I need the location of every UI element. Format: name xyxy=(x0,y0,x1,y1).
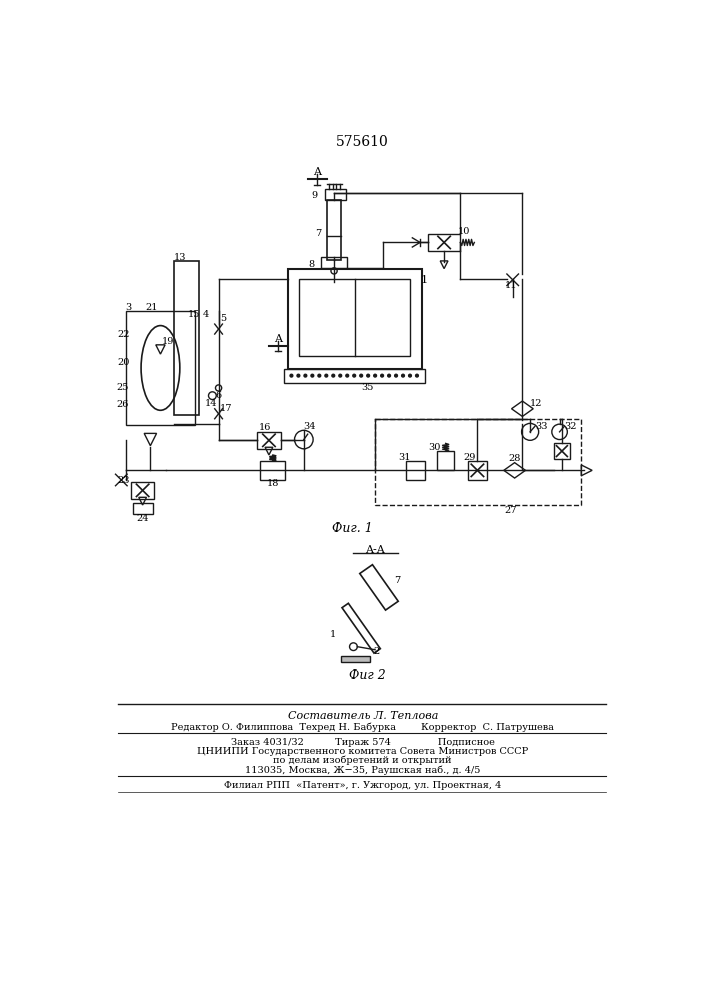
Text: ЦНИИПИ Государственного комитета Совета Министров СССР: ЦНИИПИ Государственного комитета Совета … xyxy=(197,747,528,756)
Text: 30: 30 xyxy=(428,443,441,452)
Bar xyxy=(437,451,454,470)
Text: 7: 7 xyxy=(394,576,400,585)
Bar xyxy=(468,461,486,480)
Text: 23: 23 xyxy=(117,476,129,485)
Text: A-A: A-A xyxy=(366,545,385,555)
Circle shape xyxy=(360,374,363,377)
Text: 7: 7 xyxy=(315,229,321,238)
Bar xyxy=(327,200,341,260)
Text: 19: 19 xyxy=(162,337,175,346)
Circle shape xyxy=(339,374,341,377)
Bar xyxy=(174,261,199,415)
Text: 14: 14 xyxy=(204,399,217,408)
Polygon shape xyxy=(360,565,398,610)
Text: 31: 31 xyxy=(398,453,411,462)
Text: 20: 20 xyxy=(118,358,130,367)
Bar xyxy=(325,189,346,200)
Text: Составитель Л. Теплова: Составитель Л. Теплова xyxy=(288,711,438,721)
Text: 6: 6 xyxy=(216,391,221,400)
Circle shape xyxy=(402,374,404,377)
Text: 24: 24 xyxy=(136,514,149,523)
Circle shape xyxy=(297,374,300,377)
Text: 15: 15 xyxy=(187,310,200,319)
Text: 1: 1 xyxy=(330,630,337,639)
Circle shape xyxy=(290,374,293,377)
Text: Редактор О. Филиппова  Техред Н. Бабурка        Корректор  С. Патрушева: Редактор О. Филиппова Техред Н. Бабурка … xyxy=(171,722,554,732)
Text: 22: 22 xyxy=(118,330,130,339)
Polygon shape xyxy=(342,603,380,653)
Bar xyxy=(131,482,154,499)
Circle shape xyxy=(387,374,390,377)
Bar xyxy=(126,311,195,425)
Text: 27: 27 xyxy=(505,506,517,515)
Text: 1: 1 xyxy=(421,275,428,285)
Text: 575610: 575610 xyxy=(337,135,389,149)
Text: 28: 28 xyxy=(508,454,521,463)
Text: 8: 8 xyxy=(308,260,315,269)
Text: 13: 13 xyxy=(174,253,186,262)
Text: 9: 9 xyxy=(312,191,317,200)
Bar xyxy=(257,432,281,449)
Text: 12: 12 xyxy=(530,399,542,408)
Bar xyxy=(288,269,422,369)
Text: 10: 10 xyxy=(458,227,470,236)
Text: 11: 11 xyxy=(505,281,517,290)
Bar xyxy=(554,443,570,459)
Bar xyxy=(260,461,285,480)
Bar xyxy=(299,279,410,356)
Text: Фиг. 1: Фиг. 1 xyxy=(332,522,373,535)
Circle shape xyxy=(311,374,314,377)
Circle shape xyxy=(395,374,397,377)
Circle shape xyxy=(374,374,377,377)
Bar xyxy=(132,503,153,514)
Circle shape xyxy=(416,374,419,377)
Circle shape xyxy=(332,374,334,377)
Circle shape xyxy=(318,374,321,377)
Text: 18: 18 xyxy=(267,479,279,488)
Bar xyxy=(375,419,580,505)
Bar xyxy=(341,656,370,662)
Text: A: A xyxy=(274,334,282,344)
Text: по делам изобретений и открытий: по делам изобретений и открытий xyxy=(274,756,452,765)
Text: 33: 33 xyxy=(535,422,548,431)
Bar xyxy=(406,461,425,480)
Text: 17: 17 xyxy=(220,404,233,413)
Text: 16: 16 xyxy=(259,424,271,432)
Circle shape xyxy=(353,374,356,377)
Bar xyxy=(428,234,460,251)
Text: 25: 25 xyxy=(116,383,129,392)
Text: 113035, Москва, Ж−35, Раушская наб., д. 4/5: 113035, Москва, Ж−35, Раушская наб., д. … xyxy=(245,765,481,775)
Text: 3: 3 xyxy=(126,303,132,312)
Text: Филиал РПП  «Патент», г. Ужгород, ул. Проектная, 4: Филиал РПП «Патент», г. Ужгород, ул. Про… xyxy=(224,781,501,790)
Circle shape xyxy=(325,374,328,377)
Bar xyxy=(284,369,425,383)
Text: A: A xyxy=(313,167,321,177)
Text: Заказ 4031/32          Тираж 574               Подписное: Заказ 4031/32 Тираж 574 Подписное xyxy=(230,738,495,747)
Text: 5: 5 xyxy=(220,314,226,323)
Text: Фиг 2: Фиг 2 xyxy=(349,669,386,682)
Text: 34: 34 xyxy=(303,422,315,431)
Text: 21: 21 xyxy=(146,303,158,312)
Circle shape xyxy=(380,374,383,377)
Circle shape xyxy=(367,374,370,377)
Text: 2: 2 xyxy=(373,647,380,656)
Text: 29: 29 xyxy=(464,453,476,462)
Text: 35: 35 xyxy=(361,383,373,392)
Circle shape xyxy=(409,374,411,377)
Text: 4: 4 xyxy=(203,310,209,319)
Bar xyxy=(321,257,347,268)
Circle shape xyxy=(346,374,349,377)
Text: 32: 32 xyxy=(564,422,577,431)
Text: 26: 26 xyxy=(116,400,129,409)
Circle shape xyxy=(304,374,307,377)
